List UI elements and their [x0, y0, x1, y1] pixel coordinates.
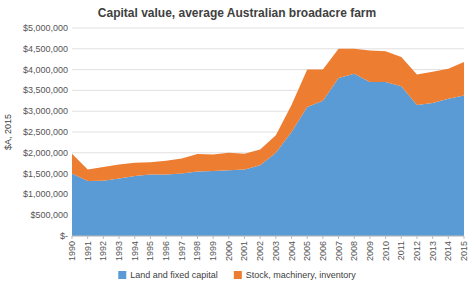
- x-tick-label: 2012: [412, 241, 422, 261]
- y-tick-label: $1,000,000: [23, 189, 68, 199]
- x-tick: [432, 236, 433, 239]
- x-tick: [448, 236, 449, 239]
- x-tick-label: 2013: [428, 241, 438, 261]
- x-tick-label: 2004: [287, 241, 297, 261]
- areas: [72, 49, 464, 236]
- grid-line: [72, 48, 464, 49]
- x-tick-label: 2003: [271, 241, 281, 261]
- y-tick-label: $-: [60, 231, 68, 241]
- grid: [72, 28, 464, 236]
- x-tick: [338, 236, 339, 239]
- x-tick: [416, 236, 417, 239]
- x-tick: [197, 236, 198, 239]
- x-tick: [150, 236, 151, 239]
- x-tick-label: 1995: [145, 241, 155, 261]
- title: Capital value, average Australian broada…: [98, 6, 376, 20]
- x-tick-label: 1992: [98, 241, 108, 261]
- x-tick: [322, 236, 323, 239]
- x-tick: [166, 236, 167, 239]
- x-tick-label: 1996: [161, 241, 171, 261]
- legend-swatch: [234, 271, 242, 279]
- y-tick-label: $2,000,000: [23, 148, 68, 158]
- chart: Capital value, average Australian broada…: [0, 0, 474, 287]
- x-tick: [134, 236, 135, 239]
- x-tick: [181, 236, 182, 239]
- x-tick-label: 2009: [365, 241, 375, 261]
- x-tick-label: 2000: [224, 241, 234, 261]
- area: [72, 49, 464, 181]
- x-tick-label: 2014: [443, 241, 453, 261]
- x-axis-line: [72, 236, 464, 237]
- x-tick: [228, 236, 229, 239]
- x-tick: [291, 236, 292, 239]
- x-tick-label: 2008: [349, 241, 359, 261]
- x-tick-label: 1999: [208, 241, 218, 261]
- x-tick: [87, 236, 88, 239]
- x-tick-label: 2011: [396, 241, 406, 260]
- x-tick: [354, 236, 355, 239]
- x-tick-label: 1994: [130, 241, 140, 261]
- x-tick-label: 2006: [318, 241, 328, 261]
- legend-label: Land and fixed capital: [130, 270, 218, 280]
- x-tick-label: 1993: [114, 241, 124, 261]
- x-tick: [213, 236, 214, 239]
- y-tick-label: $5,000,000: [23, 23, 68, 33]
- x-tick-label: 2015: [459, 241, 469, 261]
- y-tick-label: $3,000,000: [23, 106, 68, 116]
- x-tick: [244, 236, 245, 239]
- x-tick-label: 1990: [67, 241, 77, 261]
- grid-line: [72, 236, 464, 237]
- x-tick-label: 2010: [381, 241, 391, 261]
- x-tick-label: 2007: [334, 241, 344, 261]
- x-tick: [464, 236, 465, 239]
- x-tick: [103, 236, 104, 239]
- legend-label: Stock, machinery, inventory: [246, 270, 356, 280]
- x-tick: [307, 236, 308, 239]
- x-tick: [275, 236, 276, 239]
- y-tick-label: $2,500,000: [23, 127, 68, 137]
- y-tick-label: $1,500,000: [23, 169, 68, 179]
- x-tick: [119, 236, 120, 239]
- y-tick-label: $4,500,000: [23, 44, 68, 54]
- x-tick-label: 2002: [255, 241, 265, 261]
- x-tick: [369, 236, 370, 239]
- y-axis-label: $A, 2015: [3, 114, 13, 150]
- y-tick-label: $4,000,000: [23, 65, 68, 75]
- x-tick-label: 1997: [177, 241, 187, 261]
- legend: Land and fixed capital Stock, machinery, …: [118, 270, 356, 280]
- grid-line: [72, 28, 464, 29]
- legend-swatch: [118, 271, 126, 279]
- y-tick-label: $3,500,000: [23, 85, 68, 95]
- x-tick-label: 2005: [302, 241, 312, 261]
- x-tick: [401, 236, 402, 239]
- x-tick: [72, 236, 73, 239]
- x-tick-label: 1991: [83, 241, 93, 261]
- y-tick-label: $500,000: [30, 210, 68, 220]
- x-tick: [260, 236, 261, 239]
- x-tick: [385, 236, 386, 239]
- x-tick-label: 1998: [192, 241, 202, 261]
- x-tick-label: 2001: [239, 241, 249, 261]
